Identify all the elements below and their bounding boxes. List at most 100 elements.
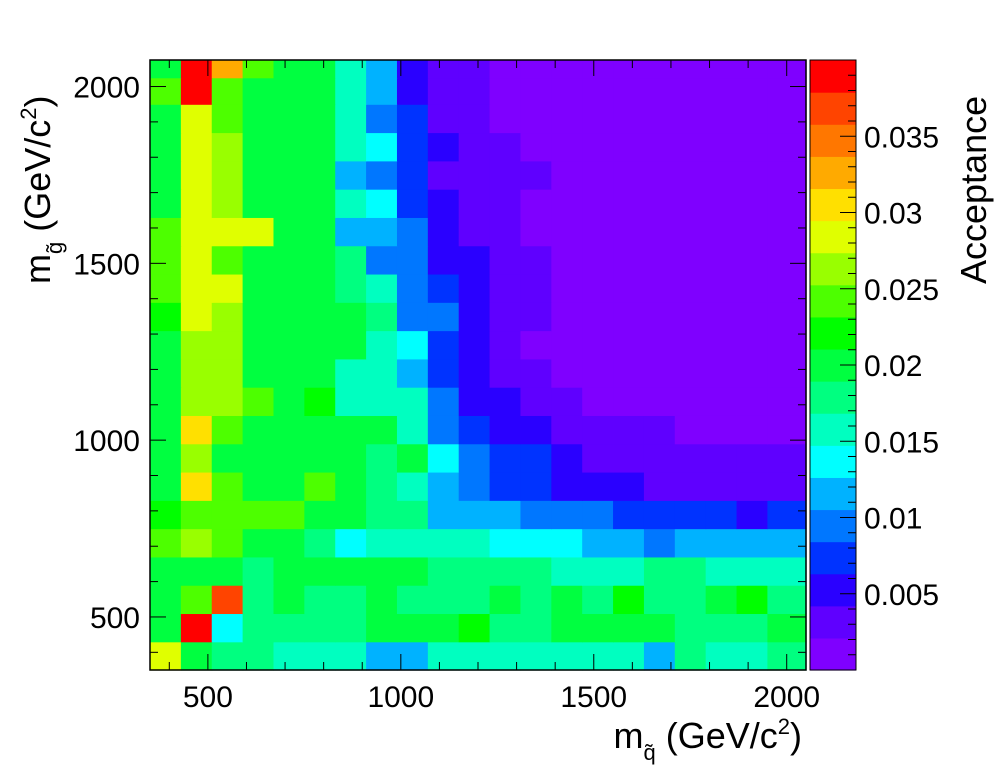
heatmap-cell [674,273,707,303]
heatmap-cell [520,60,552,79]
heatmap-cell [643,245,676,275]
heatmap-cell [304,104,336,134]
heatmap-cell [705,77,738,105]
color-scale-band [810,637,856,671]
heatmap-cell [335,330,367,360]
heatmap-cell [767,104,807,134]
heatmap-cell [520,556,552,586]
heatmap-cell [582,189,614,218]
heatmap-cell [643,132,676,162]
heatmap-cell [705,415,738,445]
heatmap-cell [427,500,460,530]
heatmap-cell [242,415,275,445]
heatmap-cell [520,330,552,360]
heatmap-cell [180,132,213,162]
heatmap-cell [180,189,213,218]
heatmap-cell [396,471,429,501]
heatmap-cell [427,60,460,79]
heatmap-cell [211,330,244,360]
heatmap-cell [582,471,614,501]
color-scale-band [810,541,856,575]
heatmap-cell [180,330,213,360]
heatmap-cell [736,160,769,190]
heatmap-cell [489,160,522,190]
heatmap-cell [674,528,707,558]
heatmap-cell [211,471,244,501]
heatmap-cell [643,443,676,473]
heatmap-cell [396,358,429,388]
heatmap-cell [489,132,522,162]
color-scale-band [810,381,856,414]
heatmap-cell [273,528,305,558]
heatmap-cell [489,273,522,303]
heatmap-cell [520,217,552,247]
heatmap-cell [366,245,398,275]
heatmap-cell [335,613,367,643]
z-tick-label: 0.005 [864,579,939,612]
heatmap-cell [705,358,738,388]
heatmap-cell [489,556,522,586]
y-axis-title: mg̃ (GeV/c2) [16,95,67,284]
heatmap-cell [582,132,614,162]
heatmap-cell [551,500,583,530]
heatmap-cell [211,60,244,79]
heatmap-cell [273,302,305,332]
color-scale-band [810,188,856,222]
heatmap-cell [427,160,460,190]
heatmap-cell [736,471,769,501]
heatmap-cell [613,641,645,671]
y-tick-label: 1500 [73,248,140,281]
heatmap-cell [180,217,213,247]
heatmap-cell [674,189,707,218]
heatmap-cell [582,415,614,445]
color-scale-axis: 0.005 0.01 0.015 0.02 0.025 0.03 0.035 [840,74,939,656]
heatmap-cell [613,217,645,247]
color-scale-band [810,284,856,318]
color-scale-band [810,92,856,125]
heatmap-cell [613,528,645,558]
heatmap-cell [366,556,398,586]
heatmap-cell [427,273,460,303]
z-tick-label: 0.03 [864,198,922,231]
heatmap-cell [427,77,460,105]
heatmap-cell [242,217,275,247]
heatmap-cell [520,189,552,218]
heatmap-cell [150,273,182,303]
heatmap-cell [705,613,738,643]
heatmap-cell [551,273,583,303]
y-axis-title-sub: g̃ [42,242,67,254]
heatmap-cell [396,528,429,558]
heatmap-cell [180,415,213,445]
heatmap-cell [705,104,738,134]
heatmap-cell [335,245,367,275]
heatmap-cell [674,613,707,643]
heatmap-cell [211,585,244,615]
heatmap-cell [736,500,769,530]
heatmap-cell [613,273,645,303]
heatmap-cell [582,245,614,275]
heatmap-cell [551,585,583,615]
heatmap-cell [366,641,398,671]
heatmap-cell [304,528,336,558]
heatmap-cell [273,387,305,416]
heatmap-cell [427,132,460,162]
heatmap-cell [551,443,583,473]
heatmap-cell [705,60,738,79]
heatmap-cell [273,189,305,218]
heatmap-cell [150,217,182,247]
heatmap-cell [150,641,182,671]
heatmap-cell [674,500,707,530]
heatmap-cell [489,104,522,134]
heatmap-cell [366,60,398,79]
heatmap-cell [767,217,807,247]
heatmap-cell [489,500,522,530]
heatmap-cell [150,528,182,558]
heatmap-cell [396,189,429,218]
heatmap-cell [396,132,429,162]
x-axis-title-rest: (GeV/c [656,715,778,756]
heatmap-cell [273,471,305,501]
heatmap-cell [767,528,807,558]
heatmap-cell [427,471,460,501]
heatmap-cell [396,641,429,671]
heatmap-cell [643,500,676,530]
